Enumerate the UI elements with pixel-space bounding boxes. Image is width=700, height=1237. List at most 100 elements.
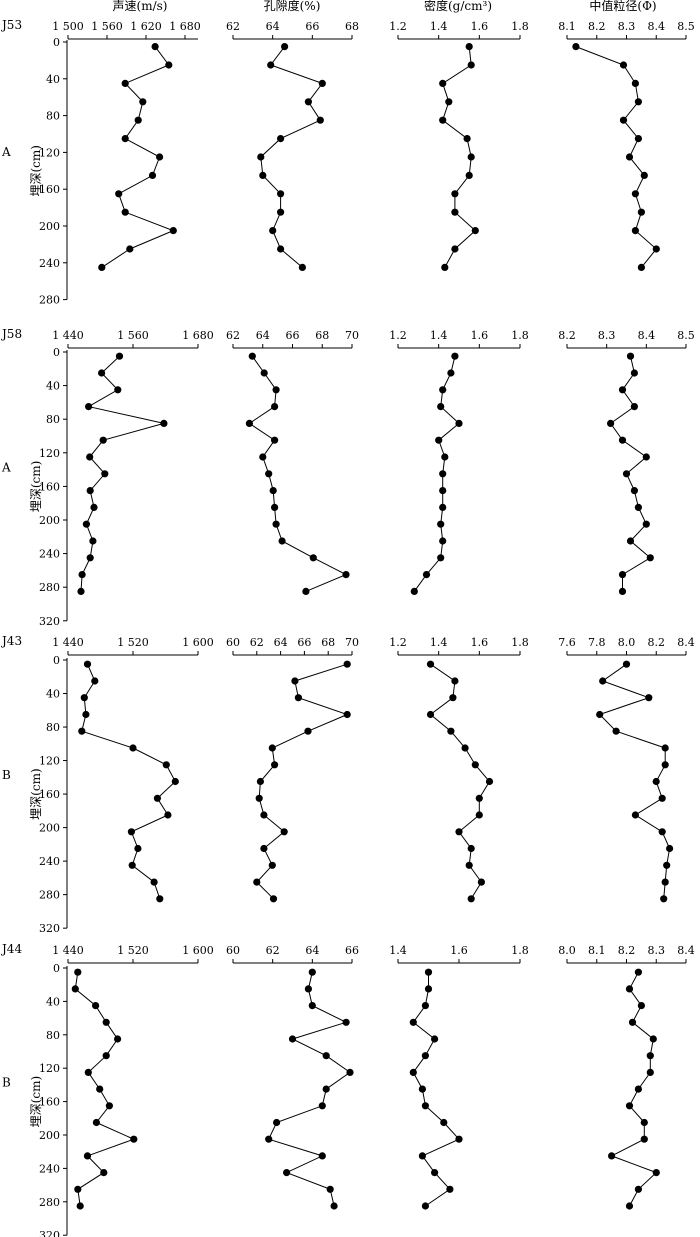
data-point: [451, 190, 459, 198]
data-point: [625, 1202, 634, 1210]
x-tick-label: 1.6: [471, 636, 489, 649]
data-point: [634, 503, 643, 511]
x-tick-label: 7.8: [588, 636, 606, 649]
data-point: [421, 1202, 429, 1210]
data-point: [612, 727, 620, 735]
data-point: [304, 727, 312, 735]
data-point: [642, 520, 650, 528]
data-point: [625, 1102, 634, 1110]
data-point: [74, 968, 82, 976]
data-point: [471, 227, 479, 235]
depth-tick-label: 80: [46, 110, 60, 123]
data-point: [572, 43, 580, 51]
data-point: [139, 98, 147, 106]
x-tick-label: 66: [305, 20, 319, 33]
x-tick-label: 1 600: [182, 636, 214, 649]
depth-tick-label: 240: [39, 1162, 60, 1175]
x-tick-label: 1.8: [511, 329, 529, 342]
data-point: [463, 135, 471, 143]
data-point: [86, 554, 94, 562]
data-point: [309, 554, 317, 562]
data-point: [127, 828, 135, 836]
data-point: [658, 828, 666, 836]
data-point: [316, 116, 324, 124]
data-point: [437, 554, 445, 562]
data-point: [260, 844, 268, 853]
x-tick-label: 68: [345, 20, 359, 33]
data-point: [102, 1018, 110, 1026]
data-point: [271, 403, 279, 411]
data-point: [82, 520, 90, 528]
data-point: [114, 1035, 122, 1043]
depth-tick-label: 80: [46, 721, 60, 734]
depth-tick-label: 200: [39, 822, 60, 835]
data-point: [630, 487, 639, 495]
x-tick-label: 1 500: [52, 20, 84, 33]
facies-label: B: [2, 768, 11, 782]
x-tick-label: 66: [297, 636, 311, 649]
data-point: [82, 710, 90, 719]
x-tick-label: 1 440: [52, 636, 84, 649]
data-point: [92, 1118, 100, 1127]
x-tick-label: 8.2: [558, 329, 576, 342]
column-title-grain-size: 中值粒径(Φ): [589, 0, 656, 13]
data-point: [618, 386, 627, 394]
x-tick-label: 8.0: [618, 636, 636, 649]
x-tick-label: 64: [256, 329, 270, 342]
x-tick-label: 8.4: [638, 329, 656, 342]
data-point: [439, 386, 447, 394]
data-point: [281, 43, 289, 51]
data-point: [302, 587, 310, 596]
data-point: [475, 811, 483, 819]
x-tick-label: 7.6: [558, 636, 576, 649]
data-point: [277, 208, 285, 216]
data-point: [346, 1068, 354, 1076]
data-point: [424, 985, 433, 993]
x-tick-label: 8.4: [677, 944, 695, 957]
x-tick-label: 8.3: [618, 20, 636, 33]
porosity-plot: 62 64 66 68: [226, 20, 359, 271]
data-point: [439, 503, 447, 511]
data-point: [269, 487, 277, 495]
data-point: [661, 761, 669, 769]
data-point: [343, 710, 351, 719]
data-point: [90, 503, 98, 511]
data-point: [102, 1052, 110, 1060]
depth-tick-label: 120: [39, 146, 60, 159]
data-point: [461, 744, 469, 752]
core-label: J43: [0, 634, 22, 648]
x-tick-label: 60: [226, 636, 240, 649]
data-point: [619, 116, 628, 124]
data-point: [304, 985, 312, 993]
data-point: [278, 537, 286, 545]
core-label: J53: [0, 18, 22, 32]
y-axis-label: 埋深(cm): [29, 145, 43, 196]
data-point: [618, 587, 627, 596]
data-point: [83, 660, 92, 668]
x-tick-label: 1.2: [389, 329, 407, 342]
data-point: [269, 227, 277, 235]
data-point: [631, 227, 640, 235]
data-point: [451, 208, 459, 216]
x-tick-label: 1.6: [471, 20, 489, 33]
x-tick-label: 64: [266, 20, 280, 33]
x-tick-label: 8.3: [598, 329, 616, 342]
data-point: [83, 1152, 92, 1160]
data-point: [272, 520, 280, 528]
data-point: [467, 844, 475, 853]
data-point: [421, 1052, 429, 1060]
x-tick-label: 8.5: [677, 329, 695, 342]
data-point: [105, 1102, 113, 1110]
data-point: [156, 895, 164, 903]
depth-tick-label: 160: [39, 788, 60, 801]
x-tick-label: 1 600: [182, 944, 214, 957]
data-point: [86, 453, 94, 461]
data-point: [86, 487, 94, 495]
data-point: [618, 571, 627, 579]
data-point: [637, 208, 646, 216]
data-point: [640, 171, 648, 179]
porosity-plot: 60 62 64 66: [226, 944, 359, 1210]
data-point: [85, 403, 93, 411]
porosity-line: [260, 46, 324, 268]
